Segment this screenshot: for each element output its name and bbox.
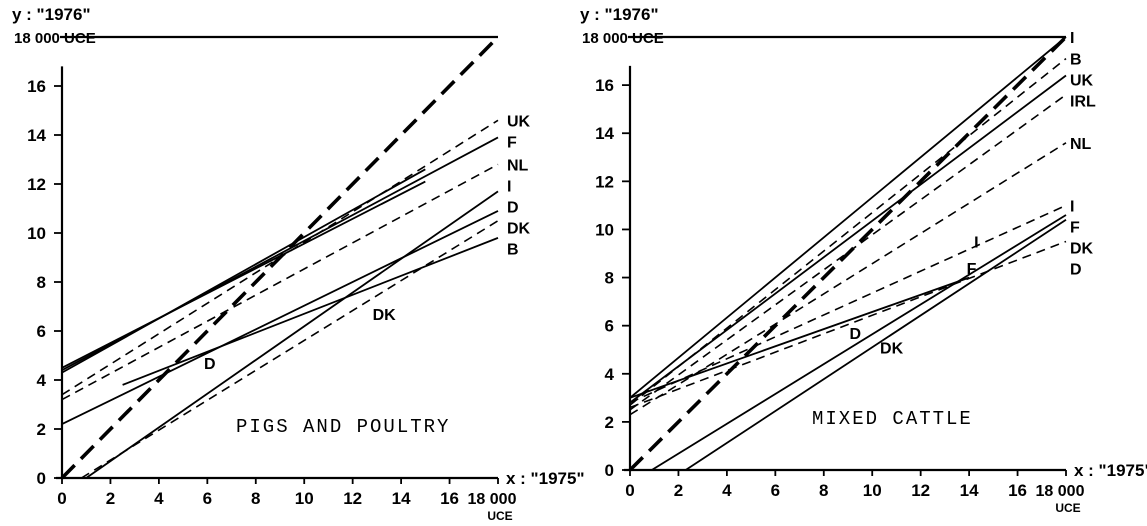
y-tick-label: 14 bbox=[595, 124, 614, 143]
series-label-nl: NL bbox=[507, 157, 529, 174]
y-tick-label: 6 bbox=[37, 322, 46, 341]
y-tick-label: 16 bbox=[595, 76, 614, 95]
y-tick-label: 4 bbox=[605, 365, 615, 384]
series-label-d: D bbox=[1070, 261, 1082, 278]
series-label-d: D bbox=[507, 199, 519, 216]
series-label-b: B bbox=[1070, 52, 1082, 69]
series-line bbox=[61, 180, 426, 369]
x-tick-label: 4 bbox=[722, 481, 732, 500]
y-tick-label: 8 bbox=[37, 273, 46, 292]
y-tick-label: 0 bbox=[37, 469, 46, 488]
series-line-nl bbox=[61, 163, 499, 401]
series-label-dk: DK bbox=[1070, 240, 1094, 257]
y-tick-label: 0 bbox=[605, 461, 614, 480]
series-line-d bbox=[629, 240, 1067, 409]
y-tick-label: 10 bbox=[27, 224, 46, 243]
y-tick-label: 16 bbox=[27, 77, 46, 96]
x-tick-label: 14 bbox=[392, 489, 411, 508]
series-label-irl: IRL bbox=[1070, 94, 1096, 111]
annotation-f: F bbox=[967, 261, 977, 278]
x-axis-unit: UCE bbox=[487, 509, 512, 523]
series-label-uk: UK bbox=[1070, 73, 1094, 90]
annotation-i: I bbox=[974, 234, 978, 251]
x-tick-label: 14 bbox=[960, 481, 979, 500]
y-tick-label: 2 bbox=[605, 413, 614, 432]
x-tick-label: 8 bbox=[251, 489, 260, 508]
series-line-nl bbox=[629, 142, 1067, 416]
y-max-label: 18 000 UCE bbox=[582, 30, 664, 47]
series-label-f: F bbox=[1070, 219, 1080, 236]
annotation-dk: DK bbox=[880, 340, 904, 357]
series-line bbox=[80, 220, 499, 479]
series-label-nl: NL bbox=[1070, 136, 1092, 153]
y-tick-label: 6 bbox=[605, 317, 614, 336]
chart-title: MIXED CATTLE bbox=[812, 408, 973, 430]
series-label-dk: DK bbox=[507, 220, 531, 237]
x-tick-label: 16 bbox=[440, 489, 459, 508]
series-line-dk bbox=[685, 219, 1067, 471]
series-line-dk bbox=[61, 210, 499, 425]
series-label-uk: UK bbox=[507, 113, 531, 130]
series-line-d bbox=[85, 190, 499, 479]
x-tick-label: 6 bbox=[203, 489, 212, 508]
x-tick-label: 0 bbox=[625, 481, 634, 500]
x-axis-unit: UCE bbox=[1055, 501, 1080, 515]
series-label-f: F bbox=[507, 134, 517, 151]
x-tick-label: 0 bbox=[57, 489, 66, 508]
series-line bbox=[628, 35, 1068, 472]
x-axis-title: x : "1975" bbox=[506, 469, 585, 488]
y-max-label: 18 000 UCE bbox=[14, 30, 96, 47]
y-axis-title: y : "1976" bbox=[12, 5, 91, 24]
series-line-i bbox=[629, 204, 1067, 404]
chart-title: PIGS AND POULTRY bbox=[236, 416, 450, 438]
y-tick-label: 4 bbox=[37, 371, 47, 390]
x-tick-label: 10 bbox=[295, 489, 314, 508]
y-tick-label: 10 bbox=[595, 220, 614, 239]
y-tick-label: 8 bbox=[605, 269, 614, 288]
x-tick-label: 2 bbox=[674, 481, 683, 500]
x-tick-label: 12 bbox=[911, 481, 930, 500]
x-axis-end-label: 18 000 bbox=[468, 491, 517, 508]
annotation-dk: DK bbox=[373, 307, 397, 324]
x-tick-label: 6 bbox=[771, 481, 780, 500]
series-label-i: I bbox=[507, 178, 511, 195]
series-label-i: I bbox=[1070, 198, 1074, 215]
series-line-i bbox=[61, 168, 426, 374]
y-axis-title: y : "1976" bbox=[580, 5, 659, 24]
series-line-b bbox=[122, 237, 499, 386]
series-line-uk bbox=[629, 74, 1067, 404]
x-axis-title: x : "1975" bbox=[1074, 461, 1147, 480]
series-line-uk bbox=[61, 119, 499, 396]
annotation-d: D bbox=[204, 356, 216, 373]
x-tick-label: 2 bbox=[106, 489, 115, 508]
y-tick-label: 2 bbox=[37, 420, 46, 439]
series-line-i bbox=[629, 36, 1067, 399]
series-line-f bbox=[651, 214, 1067, 471]
x-tick-label: 4 bbox=[154, 489, 164, 508]
x-tick-label: 16 bbox=[1008, 481, 1027, 500]
y-tick-label: 12 bbox=[27, 175, 46, 194]
x-tick-label: 8 bbox=[819, 481, 828, 500]
series-line bbox=[629, 276, 970, 399]
x-tick-label: 12 bbox=[343, 489, 362, 508]
y-tick-label: 14 bbox=[27, 126, 46, 145]
series-label-i: I bbox=[1070, 30, 1074, 47]
x-tick-label: 10 bbox=[863, 481, 882, 500]
x-axis-end-label: 18 000 bbox=[1036, 483, 1085, 500]
y-tick-label: 12 bbox=[595, 172, 614, 191]
annotation-d: D bbox=[849, 326, 861, 343]
series-label-b: B bbox=[507, 241, 519, 258]
